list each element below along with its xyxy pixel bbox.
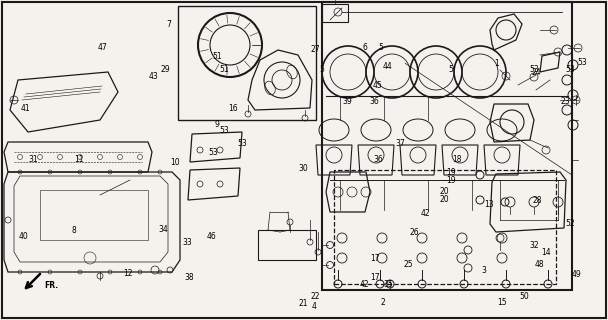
Text: 53: 53 — [219, 126, 229, 135]
Bar — [334, 170, 556, 284]
Text: 48: 48 — [535, 260, 545, 269]
Text: 7: 7 — [167, 20, 171, 28]
Text: 31: 31 — [29, 155, 38, 164]
Bar — [258, 230, 316, 260]
Text: 36: 36 — [373, 155, 383, 164]
Text: 37: 37 — [395, 139, 405, 148]
Text: 1: 1 — [494, 59, 499, 68]
Text: 3: 3 — [482, 266, 486, 275]
Text: 15: 15 — [497, 298, 507, 307]
Text: 40: 40 — [18, 232, 28, 241]
Text: 23: 23 — [561, 97, 570, 106]
Text: 33: 33 — [182, 238, 192, 247]
Text: 16: 16 — [228, 104, 238, 113]
Bar — [322, 4, 348, 22]
Text: 39: 39 — [342, 97, 352, 106]
Bar — [40, 190, 148, 240]
Text: 49: 49 — [572, 270, 581, 279]
Text: 53: 53 — [578, 58, 587, 67]
Text: 17: 17 — [370, 254, 380, 263]
Text: 26: 26 — [410, 228, 420, 237]
Text: 42: 42 — [360, 280, 370, 289]
Text: 53: 53 — [529, 65, 539, 74]
Text: 32: 32 — [529, 241, 539, 250]
Bar — [178, 6, 316, 120]
Text: 53: 53 — [565, 65, 575, 74]
Text: 20: 20 — [439, 196, 449, 204]
Text: 41: 41 — [21, 104, 30, 113]
Text: 22: 22 — [310, 292, 320, 301]
Text: 5: 5 — [378, 43, 383, 52]
Text: 19: 19 — [446, 168, 455, 177]
Text: FR.: FR. — [44, 281, 58, 290]
Text: 9: 9 — [215, 120, 219, 129]
Text: 53: 53 — [208, 148, 218, 157]
Text: 42: 42 — [421, 209, 430, 218]
Text: 34: 34 — [158, 225, 168, 234]
Text: 24: 24 — [531, 68, 541, 77]
Text: 6: 6 — [362, 43, 367, 52]
Text: 14: 14 — [541, 248, 551, 257]
Text: 30: 30 — [298, 164, 308, 173]
Text: 45: 45 — [373, 81, 382, 90]
Text: 43: 43 — [148, 72, 158, 81]
Text: 11: 11 — [74, 155, 84, 164]
Text: 38: 38 — [185, 273, 195, 282]
Text: 47: 47 — [97, 43, 107, 52]
Text: 35: 35 — [383, 280, 393, 289]
Text: 29: 29 — [161, 65, 170, 74]
Text: 17: 17 — [370, 273, 380, 282]
Text: 28: 28 — [532, 196, 542, 205]
Text: 18: 18 — [452, 155, 462, 164]
Text: 13: 13 — [484, 200, 494, 209]
Text: 2: 2 — [381, 298, 385, 307]
Text: 10: 10 — [170, 158, 180, 167]
Text: 53: 53 — [237, 139, 247, 148]
Text: 44: 44 — [383, 62, 393, 71]
Bar — [322, 2, 572, 290]
Text: 20: 20 — [439, 187, 449, 196]
Text: 5: 5 — [449, 65, 454, 74]
Text: 12: 12 — [123, 269, 133, 278]
Text: 51: 51 — [219, 65, 229, 74]
Text: 52: 52 — [565, 219, 575, 228]
Text: 19: 19 — [446, 176, 455, 185]
Text: 4: 4 — [311, 302, 316, 311]
Text: 27: 27 — [310, 45, 320, 54]
Text: 46: 46 — [207, 232, 216, 241]
Text: 36: 36 — [369, 97, 379, 106]
Text: 51: 51 — [213, 52, 223, 61]
Text: 5: 5 — [320, 65, 325, 74]
Text: 21: 21 — [298, 299, 308, 308]
Text: 25: 25 — [404, 260, 413, 269]
Text: 8: 8 — [72, 226, 77, 235]
Text: 50: 50 — [519, 292, 529, 301]
